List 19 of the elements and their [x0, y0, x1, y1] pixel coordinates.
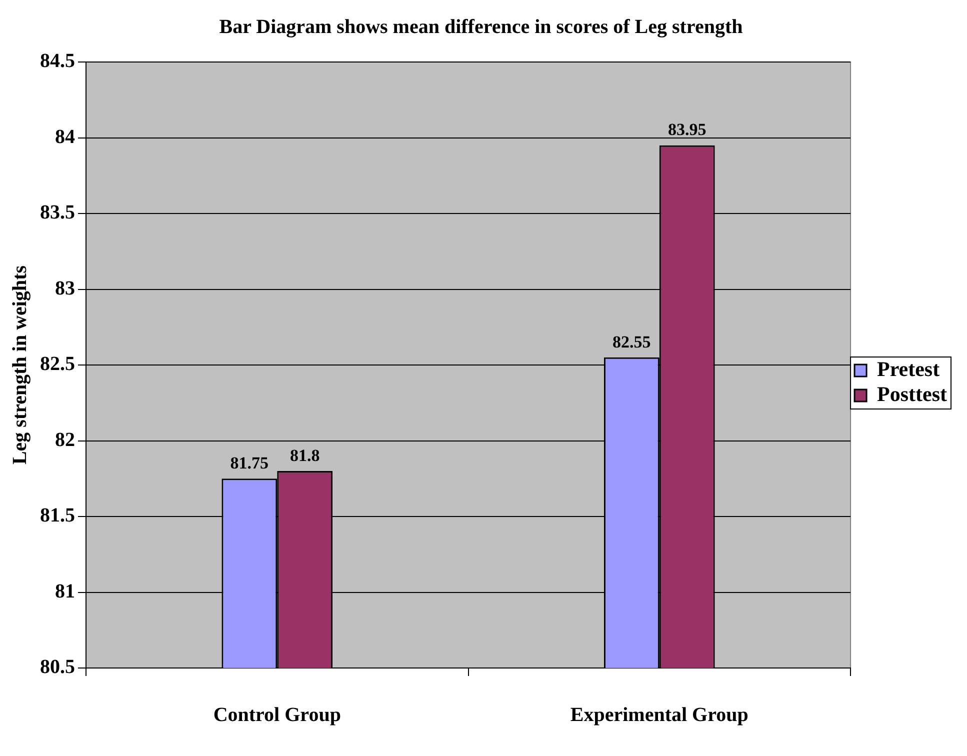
y-tick-label: 83.5 — [40, 202, 75, 224]
legend-label: Pretest — [877, 356, 940, 381]
data-label: 81.75 — [230, 454, 269, 473]
y-tick-label: 82.5 — [40, 353, 75, 376]
y-tick-label: 81.5 — [40, 504, 75, 527]
chart-title: Bar Diagram shows mean difference in scores of Leg strength — [219, 16, 743, 38]
y-tick-label: 82 — [55, 428, 75, 451]
y-tick-label: 83 — [55, 277, 75, 300]
y-tick-label: 81 — [55, 580, 75, 602]
data-label: 83.95 — [668, 120, 706, 140]
x-tick-label: Control Group — [213, 704, 341, 726]
data-label: 81.8 — [290, 446, 320, 465]
y-tick-label: 80.5 — [40, 656, 75, 678]
y-axis-title: Leg strength in weights — [9, 265, 32, 465]
legend-label: Posttest — [877, 382, 948, 406]
data-label: 82.55 — [612, 332, 651, 352]
y-tick-label: 84 — [55, 126, 75, 148]
y-tick-label: 84.5 — [40, 50, 75, 72]
x-tick-label: Experimental Group — [570, 704, 748, 726]
